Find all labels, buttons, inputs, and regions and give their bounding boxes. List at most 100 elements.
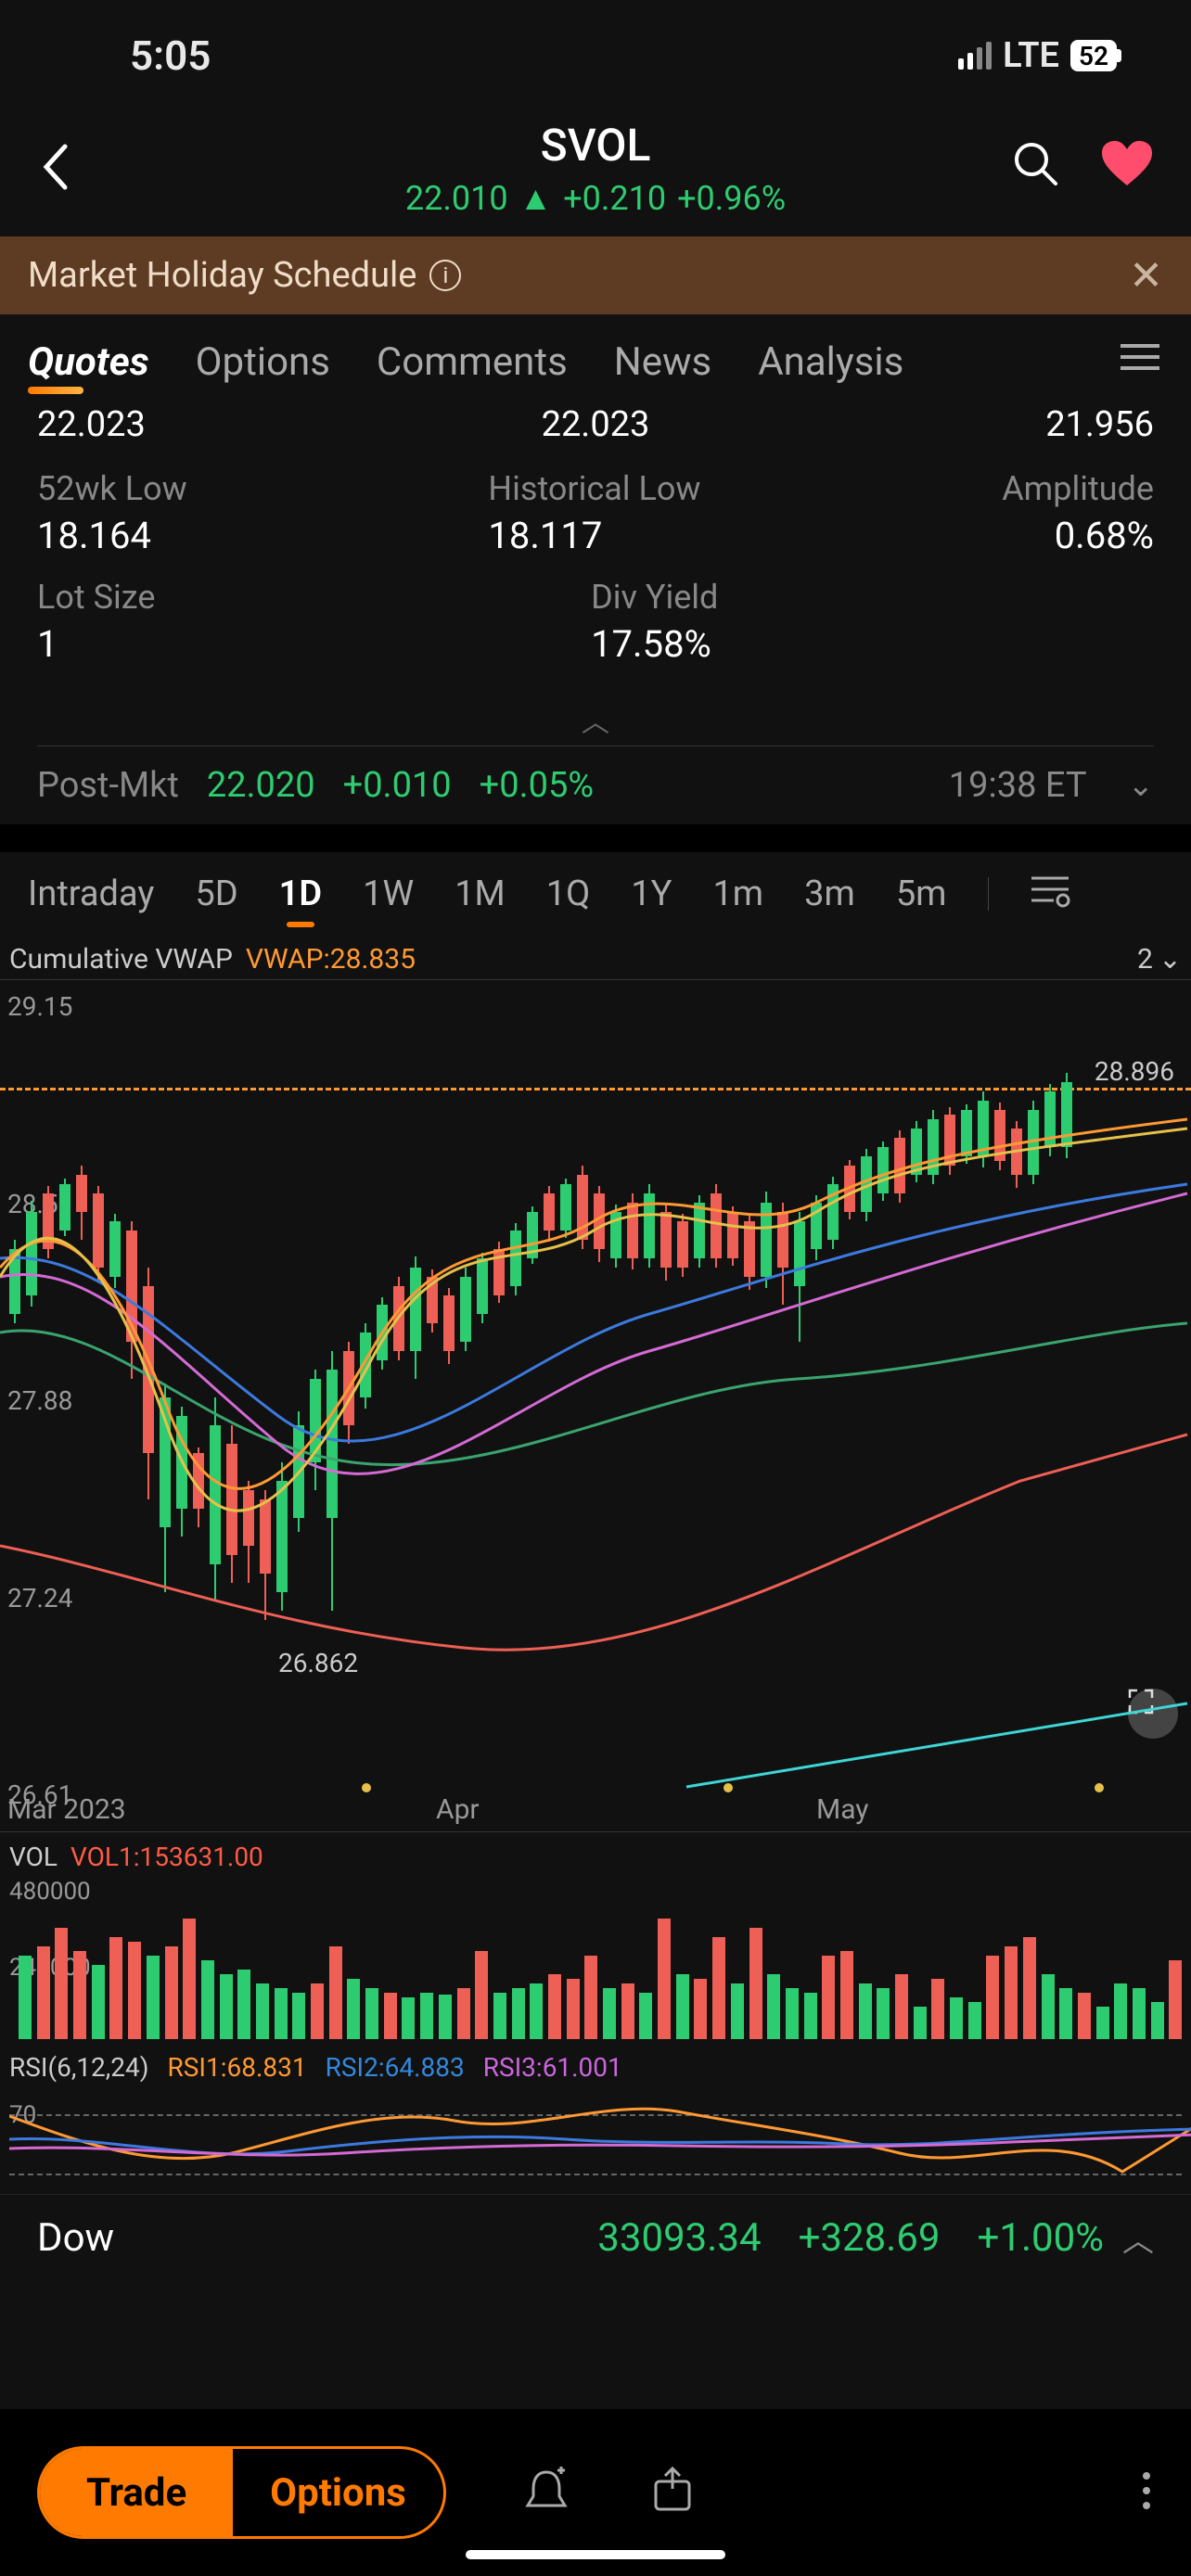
volume-bar [493, 1993, 506, 2039]
volume-bar [859, 1983, 872, 2039]
rsi2-label: RSI2:64.883 [326, 2052, 465, 2083]
postmkt-pct: +0.05% [480, 765, 594, 806]
vol-value: VOL1:153631.00 [70, 1842, 263, 1872]
volume-bar [767, 1974, 780, 2039]
timeframe-tabs: Intraday 5D 1D 1W 1M 1Q 1Y 1m 3m 5m [0, 852, 1191, 936]
tf-1w[interactable]: 1W [363, 874, 414, 914]
more-tabs-button[interactable] [1117, 338, 1163, 386]
tab-analysis[interactable]: Analysis [758, 339, 903, 385]
postmarket-row[interactable]: Post-Mkt 22.020 +0.010 +0.05% 19:38 ET ⌄ [0, 746, 1191, 824]
volume-bar [220, 1974, 233, 2039]
banner-text: Market Holiday Schedule [28, 255, 416, 296]
volume-bar [402, 1997, 415, 2039]
tf-1q[interactable]: 1Q [546, 874, 591, 914]
rsi-header: RSI(6,12,24) [9, 2052, 149, 2083]
volume-bar [822, 1956, 835, 2039]
stats-grid: 22.023 22.023 21.956 52wk Low 18.164 His… [0, 395, 1191, 694]
index-price: 33093.34 [597, 2215, 761, 2261]
stat-historical-low: Historical Low 18.117 [488, 469, 700, 557]
network-label: LTE [1003, 35, 1059, 76]
stat-52wk-low: 52wk Low 18.164 [37, 469, 187, 557]
postmkt-change: +0.010 [343, 765, 452, 806]
volume-bar [109, 1937, 122, 2039]
tab-quotes[interactable]: Quotes [28, 339, 149, 385]
volume-bar [639, 1993, 652, 2039]
search-button[interactable] [1011, 139, 1061, 193]
volume-bar [749, 1928, 762, 2039]
volume-bar [1023, 1937, 1036, 2039]
tf-1d[interactable]: 1D [279, 874, 322, 914]
volume-bar [1059, 1988, 1072, 2039]
chevron-up-icon: ︿ [1122, 2215, 1154, 2261]
stat-top-2: 21.956 [1045, 404, 1154, 445]
postmkt-time: 19:38 ET [949, 765, 1087, 806]
price-chart[interactable]: 29.1528.5127.8827.2426.61Mar 2023AprMay2… [0, 979, 1191, 1832]
tf-1m-upper[interactable]: 1M [455, 874, 506, 914]
volume-bar [1042, 1974, 1055, 2039]
index-pct: +1.00% [978, 2215, 1104, 2261]
volume-chart[interactable]: 240000 [9, 1909, 1182, 2039]
tf-1m-lower[interactable]: 1m [712, 874, 763, 914]
tf-5m[interactable]: 5m [896, 874, 947, 914]
postmkt-label: Post-Mkt [37, 765, 179, 806]
volume-bar [968, 2002, 981, 2039]
collapse-stats-button[interactable]: ︿ [0, 699, 1191, 740]
volume-bar [530, 1983, 543, 2039]
battery-icon: 52 [1070, 40, 1117, 71]
index-ticker-row[interactable]: Dow 33093.34 +328.69 +1.00% ︿ [0, 2194, 1191, 2281]
vol-label: VOL [9, 1842, 58, 1872]
volume-bar [73, 1951, 86, 2039]
volume-bar [19, 1956, 32, 2039]
tf-1y[interactable]: 1Y [631, 874, 672, 914]
favorite-button[interactable] [1100, 139, 1154, 193]
options-button[interactable]: Options [233, 2449, 443, 2536]
volume-bar [931, 1979, 944, 2039]
volume-bar [731, 1983, 744, 2039]
alerts-button[interactable] [520, 2465, 572, 2520]
month-marker-dot [1095, 1783, 1104, 1792]
holiday-banner[interactable]: Market Holiday Schedule i ✕ [0, 236, 1191, 314]
tf-5d[interactable]: 5D [195, 874, 237, 914]
change-pct: +0.96% [677, 179, 786, 218]
section-tabs: Quotes Options Comments News Analysis [0, 314, 1191, 395]
chart-layers-button[interactable]: 2 ⌄ [1137, 943, 1182, 976]
tf-3m[interactable]: 3m [804, 874, 855, 914]
rsi-chart[interactable]: 70 [9, 2088, 1182, 2190]
volume-bar [183, 1919, 196, 2039]
volume-bar [420, 1993, 433, 2039]
volume-bar [804, 1993, 817, 2039]
tf-intraday[interactable]: Intraday [28, 874, 154, 914]
status-bar: 5:05 LTE 52 [0, 0, 1191, 111]
volume-bar [895, 1974, 908, 2039]
banner-close-button[interactable]: ✕ [1129, 251, 1163, 300]
volume-bar [292, 1993, 305, 2039]
stat-lot-size: Lot Size 1 [37, 578, 155, 666]
volume-bar [986, 1956, 999, 2039]
index-name: Dow [37, 2215, 114, 2261]
status-time: 5:05 [130, 32, 211, 80]
gap [0, 824, 1191, 852]
share-button[interactable] [647, 2465, 698, 2520]
volume-bar [621, 1983, 634, 2039]
chart-settings-button[interactable] [1030, 871, 1070, 917]
volume-bar [92, 1965, 105, 2039]
volume-bar [712, 1937, 725, 2039]
volume-bar [55, 1928, 68, 2039]
vol-ytick-0: 480000 [9, 1878, 1182, 1906]
volume-bar [347, 1979, 360, 2039]
volume-bar [512, 1988, 525, 2039]
tab-news[interactable]: News [614, 339, 711, 385]
tab-options[interactable]: Options [196, 339, 330, 385]
indicator-label: Cumulative VWAP [9, 943, 233, 976]
volume-bar [950, 1997, 963, 2039]
volume-bar [548, 1974, 561, 2039]
tab-comments[interactable]: Comments [377, 339, 568, 385]
volume-bar [1133, 1988, 1146, 2039]
trade-button[interactable]: Trade [40, 2449, 233, 2536]
back-button[interactable] [37, 139, 74, 198]
stat-top-1: 22.023 [542, 404, 650, 445]
index-change: +328.69 [799, 2215, 941, 2261]
more-button[interactable] [1139, 2465, 1154, 2520]
volume-bar [1114, 1983, 1127, 2039]
status-right: LTE 52 [958, 35, 1117, 76]
